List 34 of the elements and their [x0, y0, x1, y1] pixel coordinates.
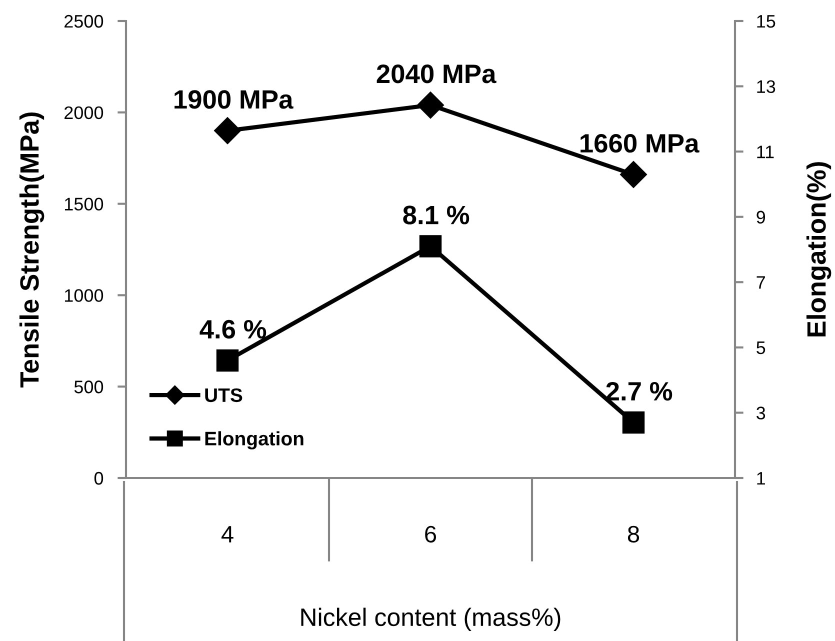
point [214, 117, 241, 144]
point [417, 92, 444, 119]
y-tick-label: 2000 [64, 106, 104, 120]
data-label: 2040 MPa [376, 64, 496, 84]
data-label: 1900 MPa [174, 90, 294, 109]
y2-tick-label: 3 [756, 406, 766, 420]
x-tick-label: 6 [425, 526, 436, 543]
y2-tick-label: 7 [756, 276, 765, 289]
x-tick-label: 8 [628, 526, 640, 543]
data-label: 1660 MPa [580, 134, 700, 153]
point [419, 235, 442, 258]
data-label: 4.6 % [200, 320, 266, 339]
y-tick-label: 2500 [64, 14, 104, 28]
y2-tick-label: 5 [756, 342, 766, 354]
legend-label: UTS [205, 388, 242, 402]
y2-tick-label: 1 [757, 472, 765, 485]
x-axis-title: Nickel content (mass%) [301, 608, 560, 632]
data-label: 8.1 % [403, 206, 470, 224]
point [620, 161, 647, 188]
y-tick-label: 1500 [64, 198, 104, 211]
y-tick-label: 500 [74, 380, 104, 394]
y-tick-label: 0 [94, 472, 104, 485]
y2-tick-label: 13 [757, 80, 776, 94]
y-tick-label: 1000 [64, 289, 104, 302]
y2-tick-label: 9 [756, 210, 766, 224]
y2-tick-label: 15 [757, 15, 776, 28]
point [622, 411, 645, 434]
legend-label: Elongation [205, 431, 304, 450]
y2-axis-title: Elongation(%) [806, 162, 832, 336]
y2-tick-label: 11 [757, 146, 774, 158]
point [216, 349, 239, 372]
x-tick-label: 4 [221, 526, 234, 542]
data-label: 2.7 % [606, 382, 672, 401]
y-axis-title: Tensile Strength(MPa) [19, 112, 44, 388]
